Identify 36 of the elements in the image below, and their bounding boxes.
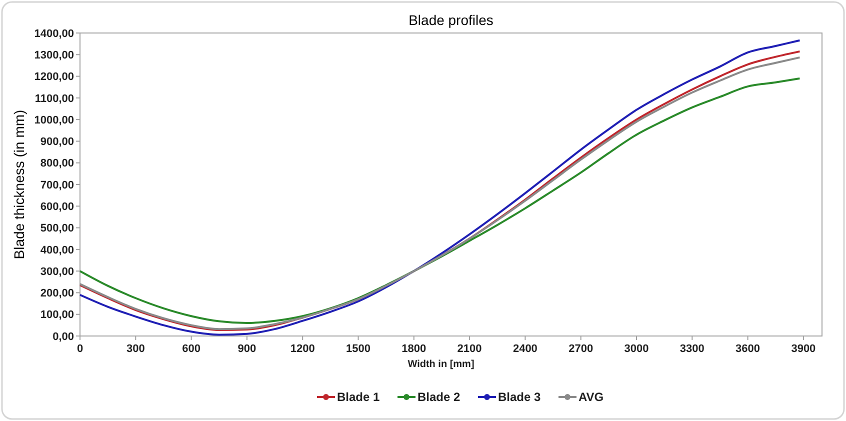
x-tick-label: 3300 [680, 343, 704, 355]
legend-label: Blade 2 [418, 390, 461, 404]
x-tick-label: 3000 [624, 343, 649, 355]
x-tick-label: 600 [182, 343, 200, 355]
y-tick-label: 1400,00 [34, 28, 74, 40]
y-tick-label: 500,00 [40, 222, 74, 235]
y-tick-label: 1200,00 [34, 71, 74, 84]
y-tick-label: 1100,00 [34, 92, 74, 105]
y-tick-label: 800,00 [40, 158, 74, 170]
x-tick-label: 900 [238, 343, 256, 355]
y-axis-title: Blade thickness (in mm) [11, 110, 27, 260]
x-tick-label: 0 [76, 343, 84, 355]
chart-title: Blade profiles [408, 12, 494, 28]
x-tick-label: 1800 [402, 343, 426, 355]
y-tick-label: 300,00 [40, 266, 74, 278]
x-tick-label: 1200 [290, 343, 315, 355]
y-tick-label: 400,00 [40, 244, 74, 256]
x-tick-label: 3600 [736, 343, 760, 355]
y-tick-label: 600,00 [40, 200, 74, 213]
y-tick-label: 900,00 [40, 136, 74, 148]
legend-label: AVG [578, 390, 604, 404]
x-tick-label: 2700 [568, 343, 594, 355]
x-axis-title: Width in [mm] [408, 359, 474, 370]
legend-label: Blade 1 [337, 390, 380, 404]
y-tick-label: 1300,00 [34, 49, 74, 62]
x-tick-label: 2100 [457, 343, 482, 355]
y-tick-label: 1000,00 [34, 114, 74, 126]
x-tick-label: 1500 [346, 343, 370, 355]
x-tick-label: 300 [126, 343, 145, 355]
x-tick-label: 3900 [791, 343, 816, 355]
legend-label: Blade 3 [498, 390, 542, 404]
x-tick-label: 2400 [512, 343, 538, 355]
y-tick-label: 200,00 [40, 288, 74, 300]
y-tick-label: 0,00 [52, 330, 74, 343]
y-tick-label: 100,00 [40, 309, 74, 322]
y-tick-label: 700,00 [40, 179, 74, 192]
